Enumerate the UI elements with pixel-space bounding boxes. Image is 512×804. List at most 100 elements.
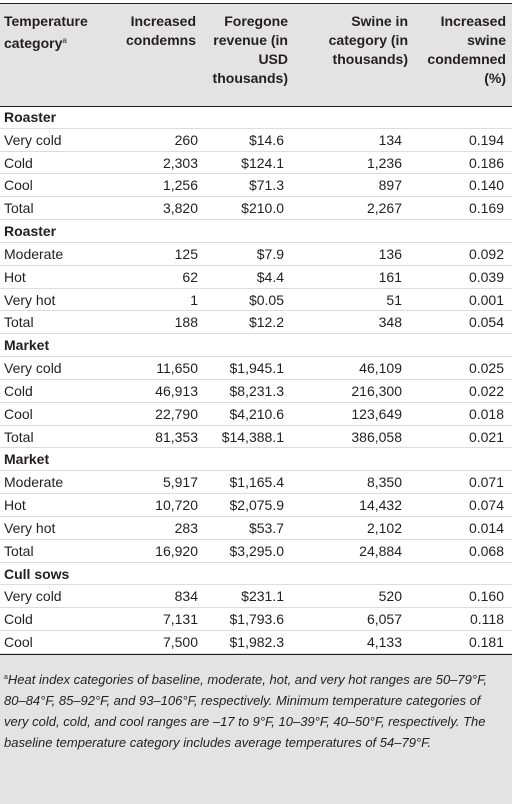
cell-category: Very hot xyxy=(4,519,56,536)
cell-condemns: 16,920 xyxy=(155,542,198,559)
cell-swine: 2,267 xyxy=(366,200,402,217)
header-percent: Increased swine condemned (%) xyxy=(427,13,506,86)
cell-percent: 0.022 xyxy=(468,382,504,399)
cell-category: Total xyxy=(4,542,34,559)
cell-condemns: 81,353 xyxy=(155,428,198,445)
cell-swine: 51 xyxy=(386,291,402,308)
table-row: Cool 22,790 $4,210.6 123,649 0.018 xyxy=(0,403,512,426)
header-category: Temperature categorya xyxy=(4,12,104,53)
table-row: Very cold 11,650 $1,945.1 46,109 0.025 xyxy=(0,357,512,380)
cell-condemns: 46,913 xyxy=(155,382,198,399)
table-header: Temperature categorya Increased condemns… xyxy=(0,4,512,107)
cell-condemns: 3,820 xyxy=(162,200,198,217)
cell-revenue: $1,793.6 xyxy=(229,611,285,628)
table-row: Total 188 $12.2 348 0.054 xyxy=(0,311,512,335)
cell-category: Very cold xyxy=(4,360,62,377)
cell-swine: 6,057 xyxy=(366,611,402,628)
cell-condemns: 62 xyxy=(182,268,198,285)
cell-revenue: $14,388.1 xyxy=(221,428,284,445)
group-header-row: Market xyxy=(0,448,512,472)
cell-category: Cool xyxy=(4,634,33,651)
table-row: Cold 2,303 $124.1 1,236 0.186 xyxy=(0,152,512,175)
cell-revenue: $4.4 xyxy=(256,268,284,285)
cell-revenue: $4,210.6 xyxy=(229,405,285,422)
cell-category: Cool xyxy=(4,405,33,422)
group-title: Roaster xyxy=(4,223,57,240)
cell-condemns: 10,720 xyxy=(155,497,198,514)
table-row: Total 81,353 $14,388.1 386,058 0.021 xyxy=(0,426,512,449)
cell-swine: 2,102 xyxy=(366,519,402,536)
table-row: Hot 10,720 $2,075.9 14,432 0.074 xyxy=(0,494,512,517)
cell-swine: 216,300 xyxy=(351,382,402,399)
cell-category: Hot xyxy=(4,497,26,514)
header-revenue: Foregone revenue (in USD thousands) xyxy=(212,13,288,86)
cell-swine: 897 xyxy=(378,177,402,194)
cell-condemns: 7,500 xyxy=(162,634,198,651)
cell-swine: 136 xyxy=(378,245,402,262)
cell-revenue: $2,075.9 xyxy=(229,497,285,514)
cell-percent: 0.194 xyxy=(468,131,504,148)
cell-revenue: $210.0 xyxy=(241,200,284,217)
footnote-marker: a xyxy=(4,674,8,681)
cell-percent: 0.025 xyxy=(468,360,504,377)
cell-swine: 24,884 xyxy=(359,542,402,559)
cell-revenue: $12.2 xyxy=(248,314,284,331)
group-title: Cull sows xyxy=(4,565,70,582)
table-row: Very hot 1 $0.05 51 0.001 xyxy=(0,289,512,312)
cell-percent: 0.118 xyxy=(470,611,504,628)
cell-revenue: $1,982.3 xyxy=(229,634,285,651)
cell-revenue: $7.9 xyxy=(256,245,284,262)
cell-percent: 0.021 xyxy=(468,428,504,445)
table-row: Moderate 5,917 $1,165.4 8,350 0.071 xyxy=(0,471,512,495)
table-footnote: aHeat index categories of baseline, mode… xyxy=(0,654,512,804)
cell-category: Very cold xyxy=(4,131,62,148)
cell-revenue: $1,165.4 xyxy=(229,474,285,491)
table-row: Cool 7,500 $1,982.3 4,133 0.181 xyxy=(0,631,512,654)
table-row: Very cold 260 $14.6 134 0.194 xyxy=(0,129,512,152)
cell-condemns: 22,790 xyxy=(155,405,198,422)
cell-condemns: 7,131 xyxy=(162,611,198,628)
table-row: Very cold 834 $231.1 520 0.160 xyxy=(0,585,512,609)
group-title: Market xyxy=(4,451,50,468)
cell-swine: 123,649 xyxy=(351,405,402,422)
footnote-text: aHeat index categories of baseline, mode… xyxy=(4,667,500,753)
cell-revenue: $0.05 xyxy=(248,291,284,308)
cell-category: Total xyxy=(4,314,34,331)
cell-swine: 161 xyxy=(378,268,402,285)
cell-percent: 0.039 xyxy=(468,268,504,285)
cell-percent: 0.071 xyxy=(468,474,504,491)
group-header-row: Cull sows xyxy=(0,563,512,586)
group-header-row: Market xyxy=(0,334,512,358)
header-category-footnote-marker: a xyxy=(62,36,67,45)
top-rule xyxy=(0,3,512,4)
group-header-row: Roaster xyxy=(0,106,512,129)
group-header-row: Roaster xyxy=(0,220,512,243)
cell-percent: 0.186 xyxy=(468,154,504,171)
group-title: Market xyxy=(4,337,50,354)
table-row: Cool 1,256 $71.3 897 0.140 xyxy=(0,174,512,198)
cell-swine: 386,058 xyxy=(351,428,402,445)
cell-percent: 0.014 xyxy=(468,519,504,536)
cell-category: Moderate xyxy=(4,245,64,262)
cell-swine: 520 xyxy=(378,588,402,605)
header-swine: Swine in category (in thousands) xyxy=(328,13,408,67)
cell-swine: 4,133 xyxy=(366,634,402,651)
cell-swine: 14,432 xyxy=(359,497,402,514)
cell-condemns: 11,650 xyxy=(156,360,198,377)
cell-category: Cold xyxy=(4,382,33,399)
cell-percent: 0.074 xyxy=(468,497,504,514)
cell-category: Total xyxy=(4,200,34,217)
cell-category: Cool xyxy=(4,177,33,194)
cell-condemns: 5,917 xyxy=(162,474,198,491)
cell-revenue: $8,231.3 xyxy=(229,382,285,399)
table-row: Total 3,820 $210.0 2,267 0.169 xyxy=(0,197,512,221)
cell-category: Hot xyxy=(4,268,26,285)
table-row: Moderate 125 $7.9 136 0.092 xyxy=(0,243,512,266)
cell-revenue: $14.6 xyxy=(248,131,284,148)
cell-swine: 1,236 xyxy=(366,154,402,171)
cell-category: Very hot xyxy=(4,291,56,308)
cell-category: Cold xyxy=(4,611,33,628)
cell-swine: 46,109 xyxy=(359,360,402,377)
cell-condemns: 834 xyxy=(174,588,198,605)
table-row: Hot 62 $4.4 161 0.039 xyxy=(0,266,512,289)
